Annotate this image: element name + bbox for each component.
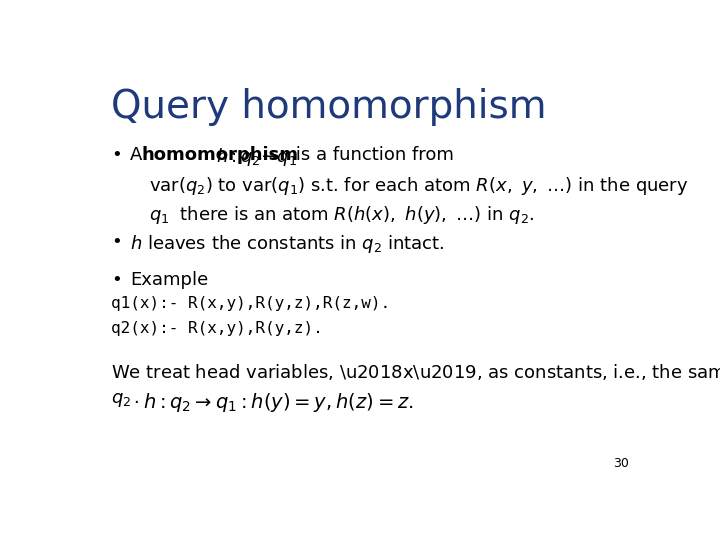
Text: homomorphism: homomorphism [142, 146, 299, 164]
Text: Query homomorphism: Query homomorphism [111, 87, 546, 126]
Text: var($q_2$) to var($q_1$) s.t. for each atom $R(x,\ y,\ \ldots)$ in the query: var($q_2$) to var($q_1$) s.t. for each a… [148, 175, 688, 197]
Text: $h$ leaves the constants in $q_2$ intact.: $h$ leaves the constants in $q_2$ intact… [130, 233, 445, 255]
Text: is a function from: is a function from [290, 146, 454, 164]
Text: q2(x):- R(x,y),R(y,z).: q2(x):- R(x,y),R(y,z). [111, 321, 323, 335]
Text: $h:q_2\!\rightarrow\!q_1$: $h:q_2\!\rightarrow\!q_1$ [216, 146, 297, 168]
Text: •: • [111, 146, 122, 164]
Text: We treat head variables, \u2018x\u2019, as constants, i.e., the same in $q_1$ an: We treat head variables, \u2018x\u2019, … [111, 362, 720, 384]
Text: 30: 30 [613, 457, 629, 470]
Text: A: A [130, 146, 148, 164]
Text: q1(x):- R(x,y),R(y,z),R(z,w).: q1(x):- R(x,y),R(y,z),R(z,w). [111, 295, 390, 310]
Text: $h:q_2 \rightarrow q_1: h(y)=y, h(z)=z.$: $h:q_2 \rightarrow q_1: h(y)=y, h(z)=z.$ [143, 391, 413, 414]
Text: •: • [111, 233, 122, 251]
Text: Example: Example [130, 271, 208, 288]
Text: $q_1\;$ there is an atom $R(h(x),\ h(y),\ \ldots)$ in $q_2$.: $q_1\;$ there is an atom $R(h(x),\ h(y),… [148, 204, 534, 226]
Text: $q_2\,.$: $q_2\,.$ [111, 391, 140, 409]
Text: •: • [111, 271, 122, 288]
